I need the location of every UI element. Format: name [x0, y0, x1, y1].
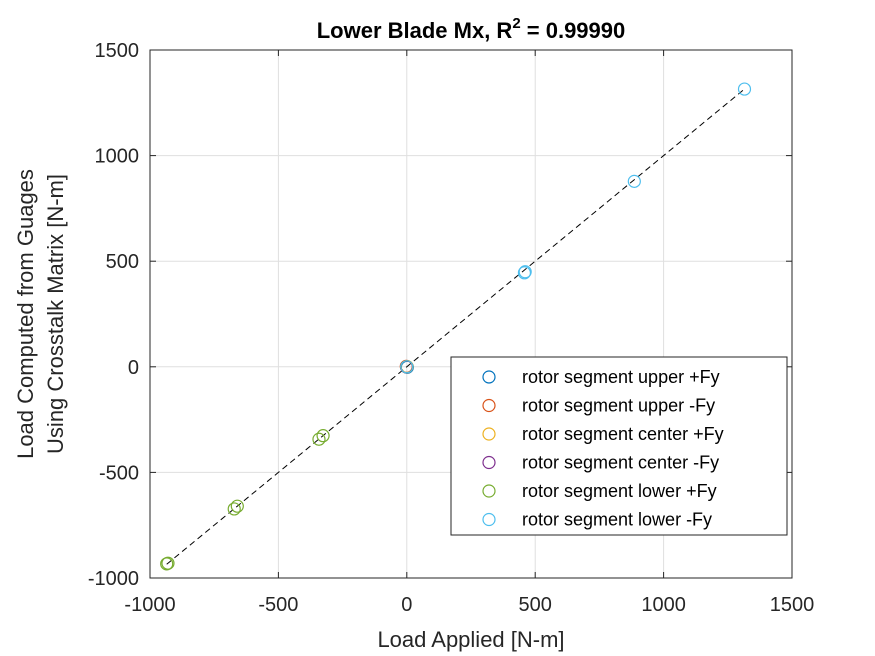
y-tick-label: 1500	[95, 40, 140, 62]
legend-box	[450, 356, 788, 536]
x-tick-label: 1500	[770, 594, 815, 616]
legend: rotor segment upper +Fy rotor segment upp…	[450, 356, 788, 536]
point-rotor-segment-lower-plusminus-fy	[312, 432, 326, 446]
fit-line-group	[166, 88, 745, 565]
y-tick-label: 500	[106, 251, 139, 273]
x-tick-label: -1000	[124, 594, 175, 616]
y-tick-label: -1000	[88, 568, 139, 590]
legend-marker-rotor-segment-center-plusminus-fy	[482, 427, 496, 441]
legend-marker-rotor-segment-lower-plusminus-fy	[482, 484, 496, 498]
point-rotor-segment-lower-plusminus-fy	[161, 556, 175, 570]
x-tick-label: 1000	[641, 594, 686, 616]
x-tick-label: 0	[401, 594, 412, 616]
chart-title-superscript: 2	[512, 15, 520, 32]
y-axis-title-line-1: Load Computed from Guages	[13, 169, 38, 459]
y-axis-title: Load Computed from Guages Using Crosstal…	[13, 169, 68, 459]
x-tick-label: -500	[258, 594, 298, 616]
chart-title-main: Lower Blade Mx, R	[317, 18, 513, 43]
x-tick-labels: -1000 -500 0 500 1000 1500	[124, 594, 814, 616]
point-rotor-segment-lower-minus-fy	[737, 82, 752, 96]
legend-marker-rotor-segment-lower-minus-fy	[482, 512, 496, 527]
plot-area-frame	[149, 49, 793, 579]
legend-label-rotor-segment-center-minus-fy: rotor segment center -Fy	[522, 453, 719, 473]
y-tick-label: 0	[128, 357, 139, 379]
legend-label-rotor-segment-lower-plusminus-fy: rotor segment lower +Fy	[522, 481, 717, 501]
legend-label-rotor-segment-upper-plusminus-fy: rotor segment upper +Fy	[522, 367, 720, 387]
point-rotor-segment-lower-plusminus-fy	[316, 429, 330, 443]
point-rotor-segment-lower-plusminus-fy	[227, 502, 241, 516]
y-tick-label: -500	[99, 462, 139, 484]
y-tick-label: 1000	[95, 146, 140, 168]
x-tick-label: 500	[519, 594, 552, 616]
chart-title: Lower Blade Mx, R2 = 0.99990	[317, 15, 626, 43]
legend-label-rotor-segment-center-plusminus-fy: rotor segment center +Fy	[522, 424, 724, 444]
point-rotor-segment-lower-plusminus-fy	[230, 499, 244, 513]
fit-line	[166, 88, 745, 565]
point-rotor-segment-lower-minus-fy	[518, 265, 532, 279]
chart-title-suffix: = 0.99990	[521, 18, 626, 43]
point-rotor-segment-lower-minus-fy	[400, 360, 414, 374]
y-tick-labels: -1000 -500 0 500 1000 1500	[88, 40, 139, 590]
point-rotor-segment-lower-minus-fy	[627, 174, 641, 188]
legend-items: rotor segment upper +Fy rotor segment upp…	[482, 367, 724, 530]
y-axis-title-line-2: Using Crosstalk Matrix [N-m]	[43, 174, 68, 454]
legend-marker-rotor-segment-upper-plusminus-fy	[482, 370, 496, 384]
legend-label-rotor-segment-upper-minus-fy: rotor segment upper -Fy	[522, 396, 715, 416]
data-points	[160, 82, 752, 571]
legend-marker-rotor-segment-upper-minus-fy	[482, 398, 496, 413]
legend-marker-rotor-segment-center-minus-fy	[482, 455, 496, 470]
point-rotor-segment-lower-minus-fy	[517, 266, 532, 280]
x-axis-title: Load Applied [N-m]	[377, 627, 564, 652]
legend-label-rotor-segment-lower-minus-fy: rotor segment lower -Fy	[522, 510, 712, 530]
